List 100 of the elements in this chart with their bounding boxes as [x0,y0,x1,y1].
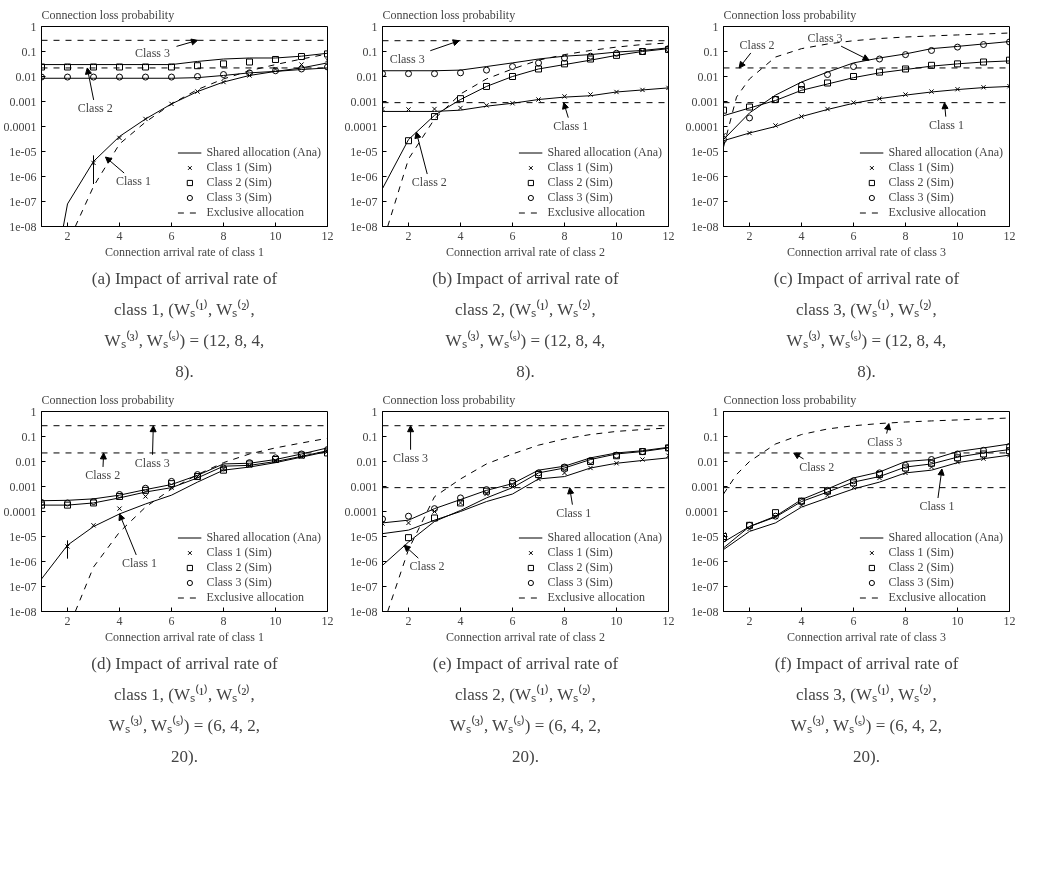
y-tick-label: 1e-05 [350,144,378,159]
legend-label: Class 3 (Sim) [888,190,954,205]
x-axis-title: Connection arrival rate of class 2 [446,244,605,259]
y-tick-label: 0.001 [350,479,378,494]
y-tick-label: 0.1 [703,44,719,59]
legend-label: Class 2 (Sim) [888,560,954,575]
y-tick-label: 1e-06 [350,554,378,569]
annotation: Class 3 [867,434,903,449]
y-tick-label: 1e-07 [9,579,37,594]
text: (d) Impact of arrival rate of class 1, (Wₛ⁽¹⁾, Wₛ⁽²⁾, Wₛ⁽³⁾, Wₛ⁽ˢ⁾) = (6, 4, 2, 20). [91,653,279,766]
x-tick-label: 2 [405,228,412,243]
y-tick-label: 1e-06 [691,554,719,569]
x-tick-label: 12 [321,613,334,628]
legend-label: Shared allocation (Ana) [547,145,662,160]
legend-label: Shared allocation (Ana) [206,145,321,160]
text: (b) Impact of arrival rate of class 2, (Wₛ⁽¹⁾, Wₛ⁽²⁾, Wₛ⁽³⁾, Wₛ⁽ˢ⁾) = (12, 8, 4, 8). [432,268,620,381]
annotation: Class 3 [134,455,170,470]
y-tick-label: 1e-07 [691,194,719,209]
y-axis-title: Connection loss probability [382,7,516,22]
y-tick-label: 1e-08 [9,219,37,234]
y-axis-title: Connection loss probability [41,392,175,407]
y-tick-label: 1e-07 [350,194,378,209]
annotation: Class 1 [122,555,158,570]
y-tick-label: 0.0001 [3,504,37,519]
y-axis-title: Connection loss probability [382,392,516,407]
x-tick-label: 4 [116,613,123,628]
legend-label: Class 3 (Sim) [547,190,613,205]
annotation: Class 2 [739,37,775,52]
annotation: Class 3 [807,31,843,46]
x-tick-label: 8 [220,613,227,628]
legend-label: Exclusive allocation [888,205,987,220]
x-tick-label: 6 [850,228,857,243]
annotation: Class 1 [919,499,955,514]
legend-label: Exclusive allocation [206,590,305,605]
legend-label: Class 2 (Sim) [547,175,613,190]
y-tick-label: 0.001 [691,94,719,109]
legend-label: Class 3 (Sim) [206,190,272,205]
y-tick-label: 0.1 [21,429,37,444]
x-tick-label: 12 [1003,613,1016,628]
y-tick-label: 1e-07 [9,194,37,209]
x-tick-label: 4 [798,613,805,628]
x-tick-label: 8 [561,228,568,243]
y-axis-title: Connection loss probability [41,7,175,22]
y-tick-label: 0.01 [697,454,719,469]
y-tick-label: 1e-06 [350,169,378,184]
y-tick-label: 1e-06 [9,554,37,569]
y-tick-label: 1e-06 [9,169,37,184]
y-tick-label: 0.0001 [685,119,719,134]
x-tick-label: 2 [746,613,753,628]
y-tick-label: 1 [371,404,378,419]
legend-label: Class 1 (Sim) [547,545,613,560]
legend-label: Class 2 (Sim) [888,175,954,190]
x-tick-label: 10 [951,228,964,243]
y-tick-label: 1e-05 [691,529,719,544]
legend-label: Exclusive allocation [206,205,305,220]
x-tick-label: 6 [850,613,857,628]
x-tick-label: 12 [1003,228,1016,243]
legend-label: Exclusive allocation [547,590,646,605]
legend-label: Shared allocation (Ana) [206,530,321,545]
legend-label: Class 1 (Sim) [206,545,272,560]
y-tick-label: 1e-05 [350,529,378,544]
annotation: Class 2 [411,175,447,190]
y-tick-label: 1 [371,19,378,34]
legend-label: Class 2 (Sim) [547,560,613,575]
y-tick-label: 1 [712,19,719,34]
x-tick-label: 6 [509,613,516,628]
legend-label: Class 2 (Sim) [206,560,272,575]
x-axis-title: Connection arrival rate of class 1 [105,244,264,259]
y-tick-label: 1e-07 [691,579,719,594]
x-tick-label: 12 [662,228,675,243]
x-tick-label: 8 [220,228,227,243]
x-tick-label: 2 [64,228,71,243]
text: (f) Impact of arrival rate of class 3, (Wₛ⁽¹⁾, Wₛ⁽²⁾, Wₛ⁽³⁾, Wₛ⁽ˢ⁾) = (6, 4, 2, 20). [774,653,959,766]
y-tick-label: 1e-08 [350,219,378,234]
y-tick-label: 0.1 [703,429,719,444]
annotation: Class 2 [799,459,835,474]
annotation: Class 2 [77,100,113,115]
y-tick-label: 1 [712,404,719,419]
annotation: Class 2 [409,559,445,574]
legend-label: Shared allocation (Ana) [547,530,662,545]
x-tick-label: 8 [561,613,568,628]
legend-label: Exclusive allocation [888,590,987,605]
y-tick-label: 1e-08 [691,604,719,619]
annotation: Class 3 [393,450,429,465]
legend-label: Class 1 (Sim) [547,160,613,175]
x-tick-label: 10 [951,613,964,628]
y-tick-label: 1e-06 [691,169,719,184]
x-axis-title: Connection arrival rate of class 3 [787,629,946,644]
x-tick-label: 6 [509,228,516,243]
y-tick-label: 0.001 [691,479,719,494]
y-tick-label: 0.1 [362,44,378,59]
x-tick-label: 8 [902,228,909,243]
y-tick-label: 1e-08 [9,604,37,619]
y-tick-label: 1e-05 [9,144,37,159]
y-tick-label: 1e-07 [350,579,378,594]
x-tick-label: 4 [116,228,123,243]
y-tick-label: 0.1 [362,429,378,444]
legend-label: Shared allocation (Ana) [888,145,1003,160]
x-tick-label: 4 [457,228,464,243]
y-axis-title: Connection loss probability [723,392,857,407]
